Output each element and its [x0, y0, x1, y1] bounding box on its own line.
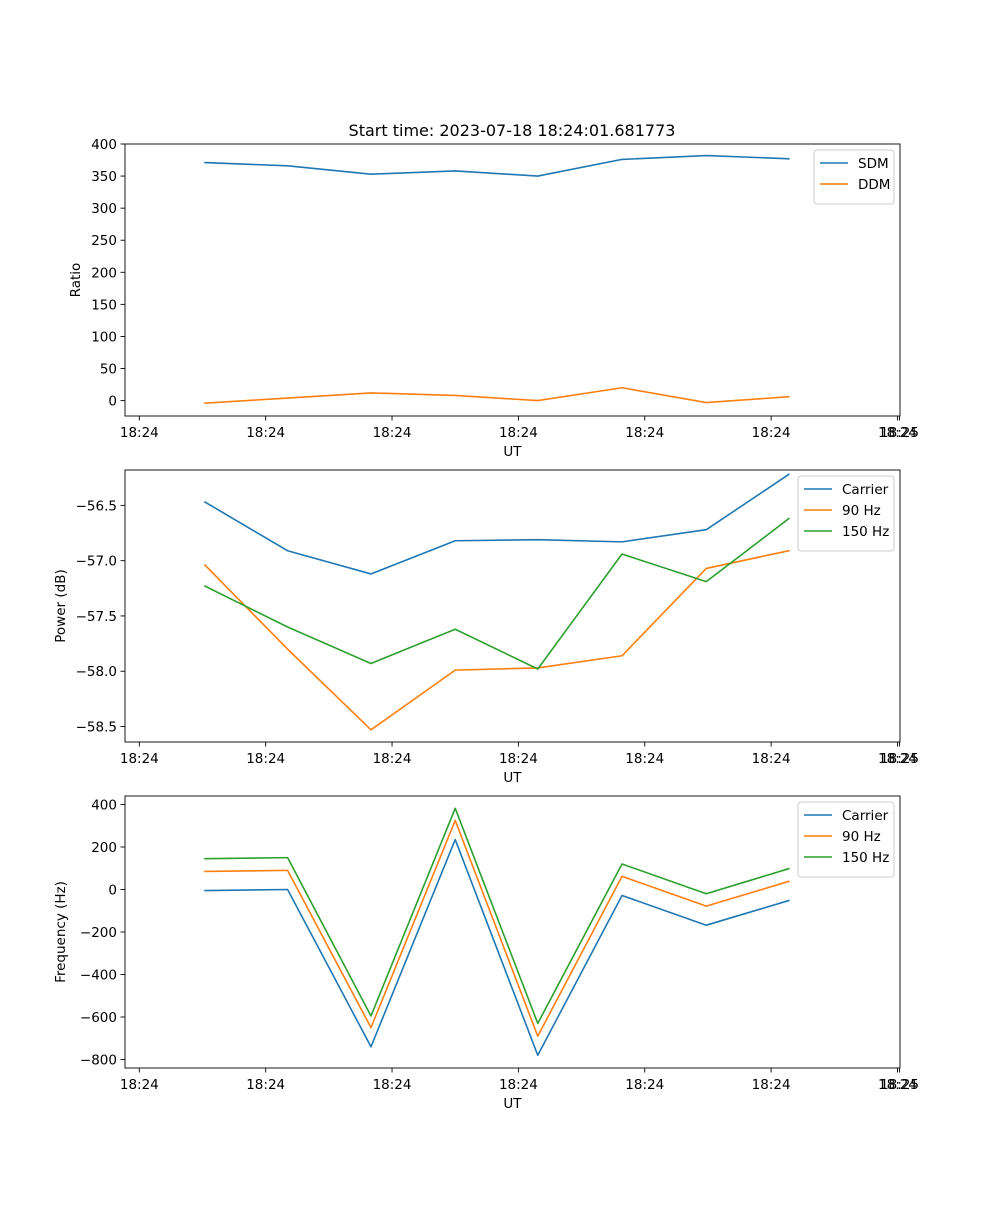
- series-line-sdm: [204, 154, 790, 177]
- y-tick-label: 250: [91, 233, 117, 249]
- y-axis-label: Ratio: [68, 263, 84, 298]
- x-tick-label: 18:24: [499, 1077, 538, 1093]
- y-axis-label: Power (dB): [53, 569, 69, 642]
- legend: Carrier 90 Hz 150 Hz: [797, 475, 895, 552]
- x-tick-label: 18:24: [246, 1077, 285, 1093]
- x-tick-label: 18:24: [499, 425, 538, 441]
- legend: SDM DDM: [813, 149, 895, 205]
- legend-label: 90 Hz: [842, 503, 881, 519]
- legend-label: 90 Hz: [842, 829, 881, 845]
- axes-frame: [124, 469, 901, 743]
- series-line-ddm: [204, 386, 790, 405]
- x-tick-label: 18:24: [120, 1077, 159, 1093]
- y-tick-label: −58.0: [76, 664, 117, 680]
- y-tick-label: −800: [80, 1053, 117, 1069]
- series-line-150-hz: [204, 807, 790, 1025]
- x-tick-label: 18:24: [246, 751, 285, 767]
- chart-panel-3: 18:24 18:24 18:24 18:24 18:24 18:24 18:24 UT −80…: [53, 795, 917, 1112]
- y-tick-label: −56.5: [76, 498, 117, 514]
- x-tick-label: 18:24: [878, 425, 917, 441]
- x-tick-label: 18:24: [878, 751, 917, 767]
- x-axis-label: UT: [503, 770, 522, 786]
- legend-label: 150 Hz: [842, 850, 889, 866]
- x-tick-label: 18:24: [752, 751, 791, 767]
- y-tick-label: 0: [108, 883, 117, 899]
- panels: 18:24 18:24 18:24 18:24 18:24 18:24 18:24 UT 0 50…: [53, 137, 919, 1112]
- y-tick-label: 300: [91, 201, 117, 217]
- y-tick-label: −600: [80, 1010, 117, 1026]
- x-tick-label: 18:24: [246, 425, 285, 441]
- x-tick-label-edge: 18:25: [880, 425, 919, 441]
- x-tick-label-edge: 18:25: [880, 751, 919, 767]
- x-axis-label: UT: [503, 1096, 522, 1112]
- series-line-150-hz: [203, 517, 790, 670]
- series-line-90-hz: [204, 819, 790, 1037]
- x-tick-label: 18:24: [499, 751, 538, 767]
- figure-title: Start time: 2023-07-18 18:24:01.681773: [349, 121, 676, 140]
- x-axis-label: UT: [503, 444, 522, 460]
- y-tick-label: 400: [91, 137, 117, 153]
- y-tick-label: −200: [80, 925, 117, 941]
- y-tick-label: 200: [91, 840, 117, 856]
- x-tick-label: 18:24: [120, 751, 159, 767]
- series-line-carrier: [204, 838, 790, 1057]
- chart-panel-1: 18:24 18:24 18:24 18:24 18:24 18:24 18:24 UT 0 50…: [68, 137, 917, 460]
- y-tick-label: −57.0: [76, 554, 117, 570]
- x-tick-label-edge: 18:25: [880, 1077, 919, 1093]
- legend: Carrier 90 Hz 150 Hz: [797, 801, 895, 878]
- legend-label: Carrier: [842, 808, 889, 824]
- axes-frame: [124, 795, 901, 1069]
- y-tick-label: 200: [91, 265, 117, 281]
- axes-frame: [124, 143, 901, 417]
- y-tick-label: −58.5: [76, 720, 117, 736]
- legend-box: [797, 475, 895, 552]
- y-tick-label: 100: [91, 329, 117, 345]
- y-axis-label: Frequency (Hz): [53, 881, 69, 983]
- x-tick-label: 18:24: [373, 1077, 412, 1093]
- legend-label: SDM: [858, 156, 889, 172]
- legend-label: Carrier: [842, 482, 889, 498]
- x-tick-label: 18:24: [625, 425, 664, 441]
- legend-label: DDM: [858, 177, 890, 193]
- x-tick-label: 18:24: [120, 425, 159, 441]
- x-tick-label: 18:24: [373, 425, 412, 441]
- series-line-90-hz: [203, 549, 790, 731]
- y-tick-label: −57.5: [76, 609, 117, 625]
- x-tick-label: 18:24: [752, 425, 791, 441]
- chart-panel-2: 18:24 18:24 18:24 18:24 18:24 18:24 18:24 UT −58…: [53, 469, 917, 786]
- y-tick-label: −400: [80, 968, 117, 984]
- x-tick-label: 18:24: [625, 1077, 664, 1093]
- x-tick-label: 18:24: [373, 751, 412, 767]
- y-tick-label: 350: [91, 169, 117, 185]
- y-tick-label: 150: [91, 297, 117, 313]
- x-tick-label: 18:24: [878, 1077, 917, 1093]
- legend-label: 150 Hz: [842, 524, 889, 540]
- x-tick-label: 18:24: [625, 751, 664, 767]
- y-tick-label: 50: [100, 362, 117, 378]
- y-tick-label: 400: [91, 798, 117, 814]
- y-tick-label: 0: [108, 394, 117, 410]
- series-line-carrier: [203, 473, 790, 575]
- x-tick-label: 18:24: [752, 1077, 791, 1093]
- legend-box: [797, 801, 895, 878]
